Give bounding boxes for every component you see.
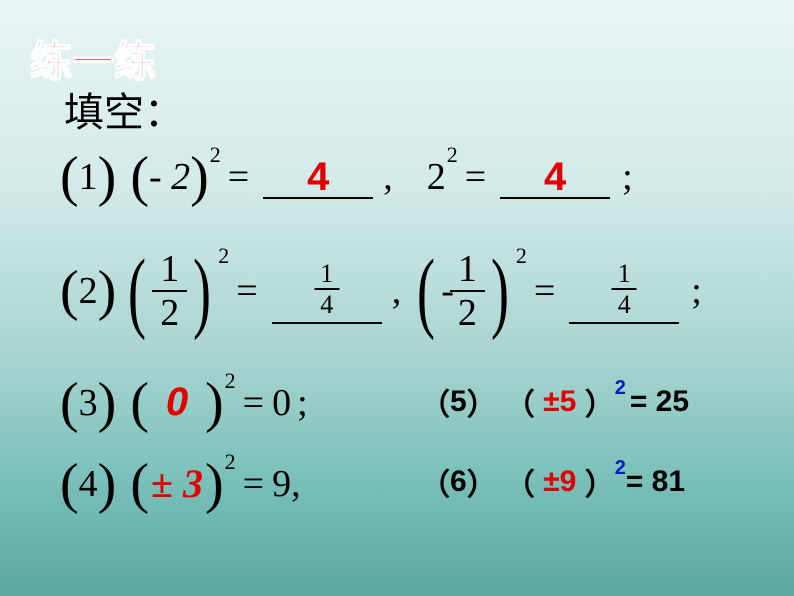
frac-num: 1 <box>612 261 637 290</box>
answer-slot-4: ± 3 <box>149 460 205 507</box>
open-paren-icon: （ <box>505 460 535 504</box>
index-2: 2 <box>79 269 98 313</box>
close-paren-icon: ) <box>190 163 209 191</box>
open-paren-icon: （ <box>420 380 450 424</box>
open-paren-icon: （ <box>420 460 450 504</box>
rhs-5: = 25 <box>630 385 689 419</box>
answer-2a: 1 4 <box>314 261 339 318</box>
close-paren-icon: ） <box>585 380 615 424</box>
close-paren-icon: ) <box>205 470 224 498</box>
rhs-3: 0 <box>272 381 291 425</box>
equals: = <box>465 155 486 199</box>
answer-slot-3: 0 <box>149 380 205 425</box>
answer-2b: 1 4 <box>612 261 637 318</box>
exponent: 2 <box>218 243 229 269</box>
open-paren-icon: （ <box>505 380 535 424</box>
answer-6: ±9 <box>535 465 585 499</box>
answer-5: ±5 <box>535 385 585 419</box>
answer-4: ± 3 <box>151 461 203 506</box>
index-5: 5 <box>450 385 467 419</box>
open-paren-icon: ( <box>60 277 79 305</box>
answer-3: 0 <box>166 380 188 424</box>
frac-num: 1 <box>152 250 187 292</box>
rhs-6: = 81 <box>626 465 685 499</box>
index-4: 4 <box>79 462 98 506</box>
close-paren-icon: ) <box>205 389 224 417</box>
item-2: ( 2 ) ( 1 2 ) 2 = 1 4 , ( - 1 2 ) 2 = 1 … <box>60 250 702 332</box>
answer-blank-2b: 1 4 <box>569 258 679 324</box>
semicolon: ; <box>622 155 633 199</box>
item-1: ( 1 ) ( - 2 ) 2 = 4 , 2 2 = 4 ; <box>60 155 633 199</box>
equals: = <box>534 269 555 313</box>
close-paren-icon: ) <box>98 389 117 417</box>
index-1: 1 <box>79 155 98 199</box>
close-paren-icon: ) <box>98 277 117 305</box>
frac-den: 2 <box>160 292 179 332</box>
semicolon: ; <box>691 269 702 313</box>
close-paren-icon: ) <box>98 470 117 498</box>
frac-den: 4 <box>320 290 333 318</box>
frac-den: 2 <box>458 292 477 332</box>
open-paren-icon: ( <box>128 260 146 323</box>
fraction-1: 1 2 <box>152 250 187 332</box>
close-paren-icon: ) <box>98 163 117 191</box>
item-6: （6） （ ±9 ） 2 = 81 <box>420 460 685 504</box>
comma: , <box>392 269 402 313</box>
item-5: （5） （ ±5 ） 2 = 25 <box>420 380 689 424</box>
item-3: ( 3 ) ( 0 ) 2 = 0 ; <box>60 380 308 425</box>
exponent: 2 <box>516 243 527 269</box>
answer-blank-2a: 1 4 <box>272 258 382 324</box>
index-3: 3 <box>79 381 98 425</box>
close-paren-icon: ) <box>193 260 211 323</box>
exponent-blue: 2 <box>615 377 626 400</box>
exponent-blue: 2 <box>615 457 626 480</box>
close-paren-icon: ） <box>467 380 497 424</box>
answer-blank-1a: 4 <box>263 155 373 199</box>
fraction-2: 1 2 <box>450 250 485 332</box>
open-paren-icon: ( <box>417 260 435 323</box>
frac-num: 1 <box>314 261 339 290</box>
comma: , <box>383 155 393 199</box>
equals: = <box>236 269 257 313</box>
open-paren-icon: ( <box>60 163 79 191</box>
answer-blank-1b: 4 <box>500 155 610 199</box>
index-6: 6 <box>450 465 467 499</box>
rhs-4: 9, <box>272 462 301 506</box>
answer-1a: 4 <box>307 155 329 199</box>
semicolon: ; <box>297 381 308 425</box>
frac-den: 4 <box>618 290 631 318</box>
open-paren-icon: ( <box>60 389 79 417</box>
exponent: 2 <box>447 142 458 168</box>
open-paren-icon: ( <box>130 389 149 417</box>
open-paren-icon: ( <box>60 470 79 498</box>
close-paren-icon: ) <box>491 260 509 323</box>
equals: = <box>228 155 249 199</box>
equals: = <box>243 462 264 506</box>
frac-num: 1 <box>450 250 485 292</box>
item-4: ( 4 ) ( ± 3 ) 2 = 9, <box>60 460 301 507</box>
exponent: 2 <box>210 142 221 168</box>
equals: = <box>243 381 264 425</box>
fill-blank-label: 填空： <box>64 80 184 138</box>
close-paren-icon: ） <box>585 460 615 504</box>
open-paren-icon: ( <box>130 470 149 498</box>
answer-1b: 4 <box>544 155 566 199</box>
exponent: 2 <box>225 449 236 475</box>
open-paren-icon: ( <box>130 163 149 191</box>
expr1-base: - 2 <box>149 155 190 199</box>
expr2-base: 2 <box>427 155 446 199</box>
close-paren-icon: ） <box>467 460 497 504</box>
exponent: 2 <box>225 368 236 394</box>
